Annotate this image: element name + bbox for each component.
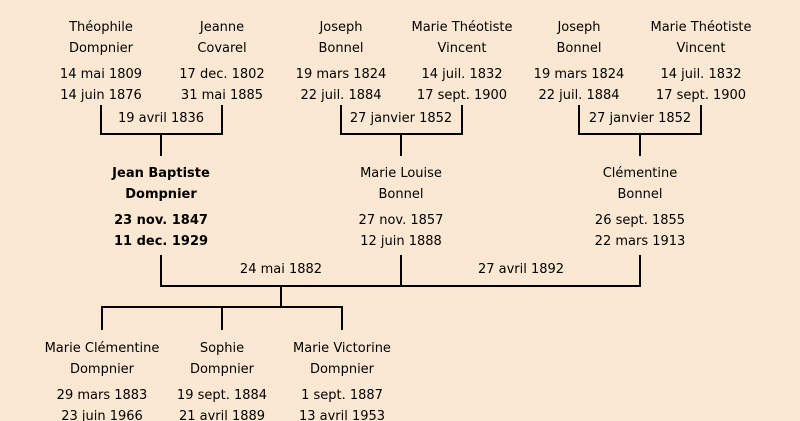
- death-date: 13 avril 1953: [298, 409, 386, 421]
- person-surname: Dompnier: [68, 41, 134, 56]
- child-drop-line: [341, 308, 343, 330]
- death-date: 23 juin 1966: [61, 409, 143, 421]
- person-given-name: Clémentine: [602, 166, 678, 181]
- person-card: Joseph Bonnel 19 mars 1824 22 juil. 1884: [271, 17, 411, 106]
- child-drop-line: [221, 308, 223, 330]
- person-card: Joseph Bonnel 19 mars 1824 22 juil. 1884: [509, 17, 649, 106]
- person-surname: Bonnel: [617, 187, 663, 202]
- person-card: Marie Clémentine Dompnier 29 mars 1883 2…: [27, 338, 177, 421]
- person-given-name: Joseph: [319, 20, 363, 35]
- marriage-bracket-line: [160, 285, 641, 287]
- person-given-name: Joseph: [557, 20, 601, 35]
- descent-line: [280, 287, 282, 306]
- person-surname: Bonnel: [556, 41, 602, 56]
- person-given-name: Marie Victorine: [293, 341, 391, 356]
- marriage-bracket-line: [160, 255, 162, 287]
- death-date: 22 juil. 1884: [300, 88, 382, 103]
- marriage-date: 27 janvier 1852: [588, 111, 692, 126]
- marriage-date: 27 avril 1892: [477, 262, 565, 277]
- person-card: Jeanne Covarel 17 dec. 1802 31 mai 1885: [152, 17, 292, 106]
- birth-date: 1 sept. 1887: [301, 388, 383, 403]
- person-card: Marie Louise Bonnel 27 nov. 1857 12 juin…: [326, 163, 476, 252]
- birth-date: 19 mars 1824: [533, 67, 625, 82]
- marriage-bracket-line: [340, 133, 463, 135]
- death-date: 12 juin 1888: [360, 234, 442, 249]
- person-card: Sophie Dompnier 19 sept. 1884 21 avril 1…: [147, 338, 297, 421]
- birth-date: 14 juil. 1832: [421, 67, 503, 82]
- birth-date: 26 sept. 1855: [594, 213, 686, 228]
- descent-line: [400, 135, 402, 156]
- person-card: Jean Baptiste Dompnier 23 nov. 1847 11 d…: [86, 163, 236, 252]
- birth-date: 14 mai 1809: [59, 67, 143, 82]
- death-date: 22 juil. 1884: [538, 88, 620, 103]
- person-card: Théophile Dompnier 14 mai 1809 14 juin 1…: [31, 17, 171, 106]
- marriage-bracket-line: [578, 133, 702, 135]
- death-date: 11 dec. 1929: [113, 234, 209, 249]
- birth-date: 23 nov. 1847: [114, 213, 208, 228]
- death-date: 17 sept. 1900: [655, 88, 747, 103]
- person-given-name: Marie Clémentine: [44, 341, 160, 356]
- person-surname: Vincent: [437, 41, 487, 56]
- birth-date: 14 juil. 1832: [660, 67, 742, 82]
- person-given-name: Jeanne: [199, 20, 245, 35]
- death-date: 22 mars 1913: [594, 234, 686, 249]
- marriage-bracket-line: [400, 255, 402, 287]
- marriage-bracket-line: [700, 105, 702, 135]
- person-card: Marie Théotiste Vincent 14 juil. 1832 17…: [392, 17, 532, 106]
- person-given-name: Marie Théotiste: [650, 20, 752, 35]
- person-given-name: Marie Théotiste: [411, 20, 513, 35]
- person-surname: Bonnel: [318, 41, 364, 56]
- person-card: Marie Théotiste Vincent 14 juil. 1832 17…: [631, 17, 771, 106]
- person-surname: Dompnier: [69, 362, 135, 377]
- birth-date: 29 mars 1883: [56, 388, 148, 403]
- marriage-date: 19 avril 1836: [117, 111, 205, 126]
- death-date: 14 juin 1876: [60, 88, 142, 103]
- person-surname: Vincent: [676, 41, 726, 56]
- death-date: 17 sept. 1900: [416, 88, 508, 103]
- person-card: Marie Victorine Dompnier 1 sept. 1887 13…: [267, 338, 417, 421]
- sibling-line: [101, 306, 343, 308]
- child-drop-line: [101, 308, 103, 330]
- marriage-bracket-line: [100, 105, 102, 135]
- person-surname: Dompnier: [189, 362, 255, 377]
- descent-line: [639, 135, 641, 156]
- birth-date: 19 mars 1824: [295, 67, 387, 82]
- marriage-bracket-line: [461, 105, 463, 135]
- marriage-bracket-line: [221, 105, 223, 135]
- death-date: 31 mai 1885: [180, 88, 264, 103]
- marriage-bracket-line: [578, 105, 580, 135]
- marriage-date: 24 mai 1882: [239, 262, 323, 277]
- birth-date: 19 sept. 1884: [176, 388, 268, 403]
- person-surname: Covarel: [197, 41, 247, 56]
- death-date: 21 avril 1889: [178, 409, 266, 421]
- birth-date: 27 nov. 1857: [358, 213, 444, 228]
- person-given-name: Jean Baptiste: [112, 166, 210, 181]
- marriage-bracket-line: [340, 105, 342, 135]
- person-surname: Dompnier: [125, 187, 197, 202]
- birth-date: 17 dec. 1802: [179, 67, 265, 82]
- person-surname: Dompnier: [309, 362, 375, 377]
- marriage-date: 27 janvier 1852: [349, 111, 453, 126]
- person-card: Clémentine Bonnel 26 sept. 1855 22 mars …: [565, 163, 715, 252]
- person-given-name: Sophie: [199, 341, 245, 356]
- descent-line: [160, 135, 162, 156]
- person-given-name: Théophile: [69, 20, 133, 35]
- person-surname: Bonnel: [378, 187, 424, 202]
- marriage-bracket-line: [639, 255, 641, 287]
- marriage-bracket-line: [100, 133, 223, 135]
- person-given-name: Marie Louise: [360, 166, 442, 181]
